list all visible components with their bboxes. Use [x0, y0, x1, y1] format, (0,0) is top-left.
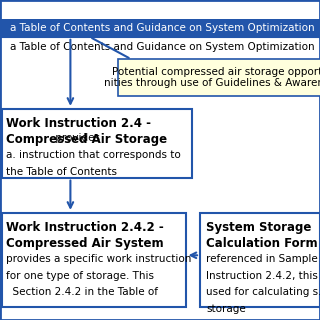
Text: provides a specific work instruction: provides a specific work instruction [6, 254, 192, 264]
FancyBboxPatch shape [2, 109, 192, 178]
Text: Work Instruction 2.4 -: Work Instruction 2.4 - [6, 117, 151, 130]
Text: Instruction 2.4.2, this: Instruction 2.4.2, this [206, 271, 318, 281]
Text: used for calculating s.: used for calculating s. [206, 287, 320, 297]
Text: referenced in Sample: referenced in Sample [206, 254, 318, 264]
Text: Compressed Air System: Compressed Air System [6, 237, 164, 251]
Text: Calculation Form: Calculation Form [206, 237, 318, 251]
Text: the Table of Contents: the Table of Contents [6, 167, 117, 177]
Text: provides: provides [52, 133, 100, 143]
FancyBboxPatch shape [0, 19, 320, 37]
FancyBboxPatch shape [118, 59, 320, 96]
Text: Compressed Air Storage: Compressed Air Storage [6, 133, 168, 147]
Text: storage: storage [206, 304, 246, 314]
Text: a Table of Contents and Guidance on System Optimization: a Table of Contents and Guidance on Syst… [10, 42, 314, 52]
Text: System Storage: System Storage [206, 221, 312, 234]
FancyBboxPatch shape [200, 213, 320, 307]
Text: a. instruction that corresponds to: a. instruction that corresponds to [6, 150, 181, 160]
FancyBboxPatch shape [2, 213, 186, 307]
Text: Potential compressed air storage opportu-
nities through use of Guidelines & Awa: Potential compressed air storage opportu… [104, 67, 320, 88]
Text: for one type of storage. This: for one type of storage. This [6, 271, 155, 281]
Text: Work Instruction 2.4.2 -: Work Instruction 2.4.2 - [6, 221, 164, 234]
Text: a Table of Contents and Guidance on System Optimization: a Table of Contents and Guidance on Syst… [10, 23, 314, 33]
Text: Section 2.4.2 in the Table of: Section 2.4.2 in the Table of [6, 287, 158, 297]
